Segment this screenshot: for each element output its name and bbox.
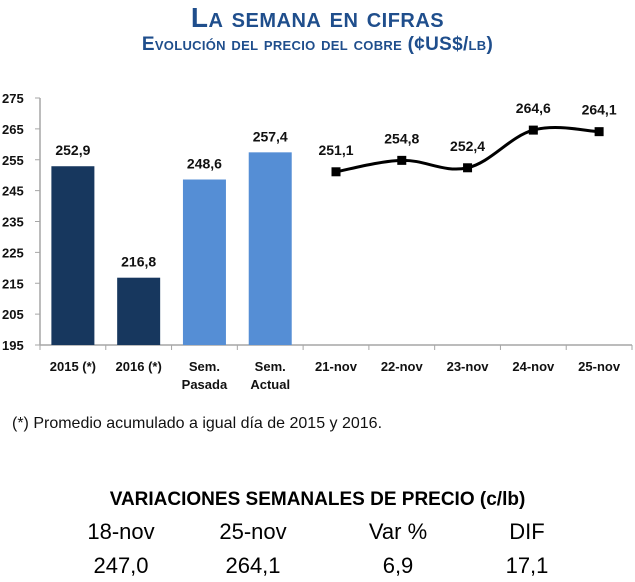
bar [51,166,95,345]
variations-value-cell: 264,1 [225,553,281,578]
bar [117,277,161,345]
x-tick-label: 25-nov [578,359,621,374]
line-marker [463,163,473,173]
y-tick-label: 245 [2,184,24,199]
line-marker [528,125,538,135]
line-data-label: 251,1 [318,142,353,158]
variations-header-cell: DIF [509,519,545,544]
bar-data-label: 216,8 [121,254,156,270]
variations-value-cell: 6,9 [382,553,414,578]
line-data-label: 264,1 [582,102,617,118]
line-data-label: 264,6 [516,100,551,116]
y-tick-label: 215 [2,276,24,291]
x-tick-label: 2015 (*) [50,359,96,374]
variations-value-cell: 247,0 [93,553,149,578]
x-tick-label: Actual [250,377,290,390]
variations-value-cell: 17,1 [505,553,549,578]
y-tick-label: 265 [2,122,24,137]
bar-data-label: 248,6 [187,156,222,172]
variations-title: VARIACIONES SEMANALES DE PRECIO (c/lb) [109,489,526,510]
footnote: (*) Promedio acumulado a igual día de 20… [12,415,383,432]
variations-header-cell: Var % [368,519,428,544]
line-marker [594,127,604,137]
x-tick-label: 21-nov [315,359,358,374]
bar [248,152,292,345]
page-title: La semana en cifras [190,2,445,33]
bar-data-label: 257,4 [253,128,288,144]
line-marker [397,155,407,165]
variations-header-cell: 18-nov [87,519,155,544]
bar [182,179,226,345]
y-tick-label: 235 [2,215,24,230]
x-tick-label: Pasada [182,377,228,390]
x-tick-label: Sem. [189,359,220,374]
y-tick-label: 255 [2,153,24,168]
line-data-label: 252,4 [450,138,485,154]
y-tick-label: 225 [2,245,24,260]
x-tick-label: 23-nov [447,359,490,374]
bar-data-label: 252,9 [55,142,90,158]
y-tick-label: 275 [2,91,24,106]
copper-price-chart: 195 205 215 225 235 245 255 265 275 2015 (*) 2016 … [2,91,633,390]
y-tick-label: 205 [2,307,24,322]
variations-header-cell: 25-nov [219,519,287,544]
line-data-label: 254,8 [384,130,419,146]
chart-subtitle: Evolución del precio del cobre (¢US$/lb) [141,34,494,55]
y-tick-label: 195 [2,338,24,353]
line-marker [331,167,341,177]
x-tick-label: Sem. [255,359,286,374]
x-tick-label: 22-nov [381,359,424,374]
x-tick-label: 2016 (*) [116,359,162,374]
x-tick-label: 24-nov [512,359,555,374]
